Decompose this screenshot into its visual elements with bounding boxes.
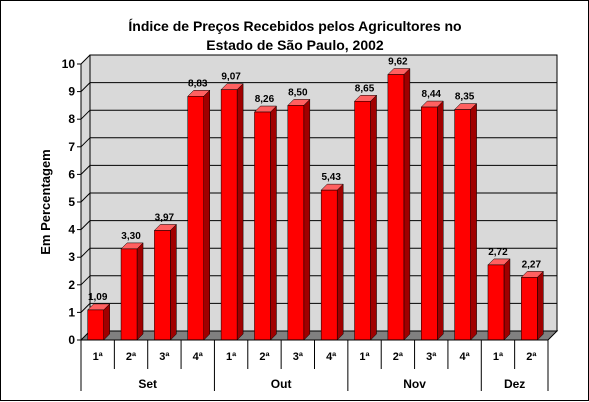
gridline-depth [80,192,91,203]
x-tick-label: 3ª [293,351,304,363]
x-tick-label: 4ª [460,351,471,363]
data-label: 8,35 [455,92,475,103]
plot-floor [79,330,559,341]
bar [320,189,338,341]
chart-title-line-1: Índice de Preços Recebidos pelos Agricul… [128,18,461,34]
group-label: Nov [403,377,426,391]
data-label: 8,26 [255,94,275,105]
bar [521,277,538,341]
gridline-depth [80,220,91,230]
y-axis-label: Em Percentagem [38,149,53,255]
gridline-depth [80,247,91,258]
bar-side [136,242,144,341]
bar-side [170,223,177,341]
x-tick-label: 4ª [193,351,204,363]
gridline-depth [80,82,91,92]
y-tick-label: 3 [68,250,75,264]
y-tick-label: 9 [68,85,75,99]
x-tick-label: 1ª [93,351,104,363]
plot-area: 0 1 2 3 4 5 6 7 8 9 10 1,09 3,30 3,97 8,83 9,07 8,26 8,50… [62,54,559,391]
gridline-depth [80,137,91,148]
y-tick-label: 10 [62,57,76,71]
x-tick-label: 1ª [226,351,237,363]
chart-title-line-2: Estado de São Paulo, 2002 [206,37,384,53]
bar [487,264,505,341]
data-label: 3,97 [155,212,175,223]
data-label: 5,43 [321,172,341,183]
bar [254,111,271,341]
bar [187,96,204,341]
group-label: Out [271,377,292,391]
bar [87,309,104,341]
x-tick-label: 3ª [159,351,170,363]
x-tick-label: 4ª [326,351,337,363]
data-label: 1,09 [88,292,108,303]
y-tick-label: 4 [68,223,75,237]
data-label: 8,83 [188,78,208,89]
x-tick-label: 1ª [493,351,504,363]
gridline-depth [80,165,91,175]
group-label: Dez [504,377,525,391]
y-tick-label: 1 [68,305,75,319]
bar-side [203,89,210,341]
bar [154,230,171,341]
gridline-depth [80,275,91,286]
bar [421,106,438,341]
bar [120,248,138,341]
y-tick-label: 7 [68,140,75,154]
x-tick-label: 2ª [259,351,270,363]
x-tick-label: 2ª [393,351,404,363]
y-tick-label: 2 [68,278,75,292]
bar-side [437,100,444,341]
bar [454,109,471,341]
bar-side [236,83,244,341]
bar [287,105,305,341]
data-label: 9,62 [388,56,408,67]
data-label: 3,30 [121,231,141,242]
x-tick-label: 2ª [126,351,137,363]
data-label: 2,27 [522,259,542,270]
data-label: 9,07 [221,72,241,83]
y-tick-label: 0 [68,333,75,347]
bar-side [336,183,344,341]
group-label: Set [138,377,157,391]
data-label: 8,44 [422,89,442,100]
bar-side [503,258,511,341]
gridline-depth [80,303,91,313]
gridline-depth [80,109,91,120]
bar [220,89,238,341]
gridline-depth [80,54,91,65]
data-label: 8,65 [355,83,375,94]
bar [354,101,371,341]
data-label: 2,72 [488,247,508,258]
x-tick-label: 3ª [426,351,437,363]
bar-side [403,67,411,341]
data-label: 8,50 [288,87,308,98]
bar-side [270,105,277,341]
x-tick-label: 2ª [526,351,537,363]
bar-side [303,98,311,341]
bar [387,74,405,341]
bar-side [470,102,477,341]
y-tick-label: 8 [68,112,75,126]
y-tick-label: 5 [68,195,75,209]
bar-side [537,270,544,341]
bar-side [370,94,377,341]
x-tick-label: 1ª [359,351,370,363]
y-tick-label: 6 [68,167,75,181]
